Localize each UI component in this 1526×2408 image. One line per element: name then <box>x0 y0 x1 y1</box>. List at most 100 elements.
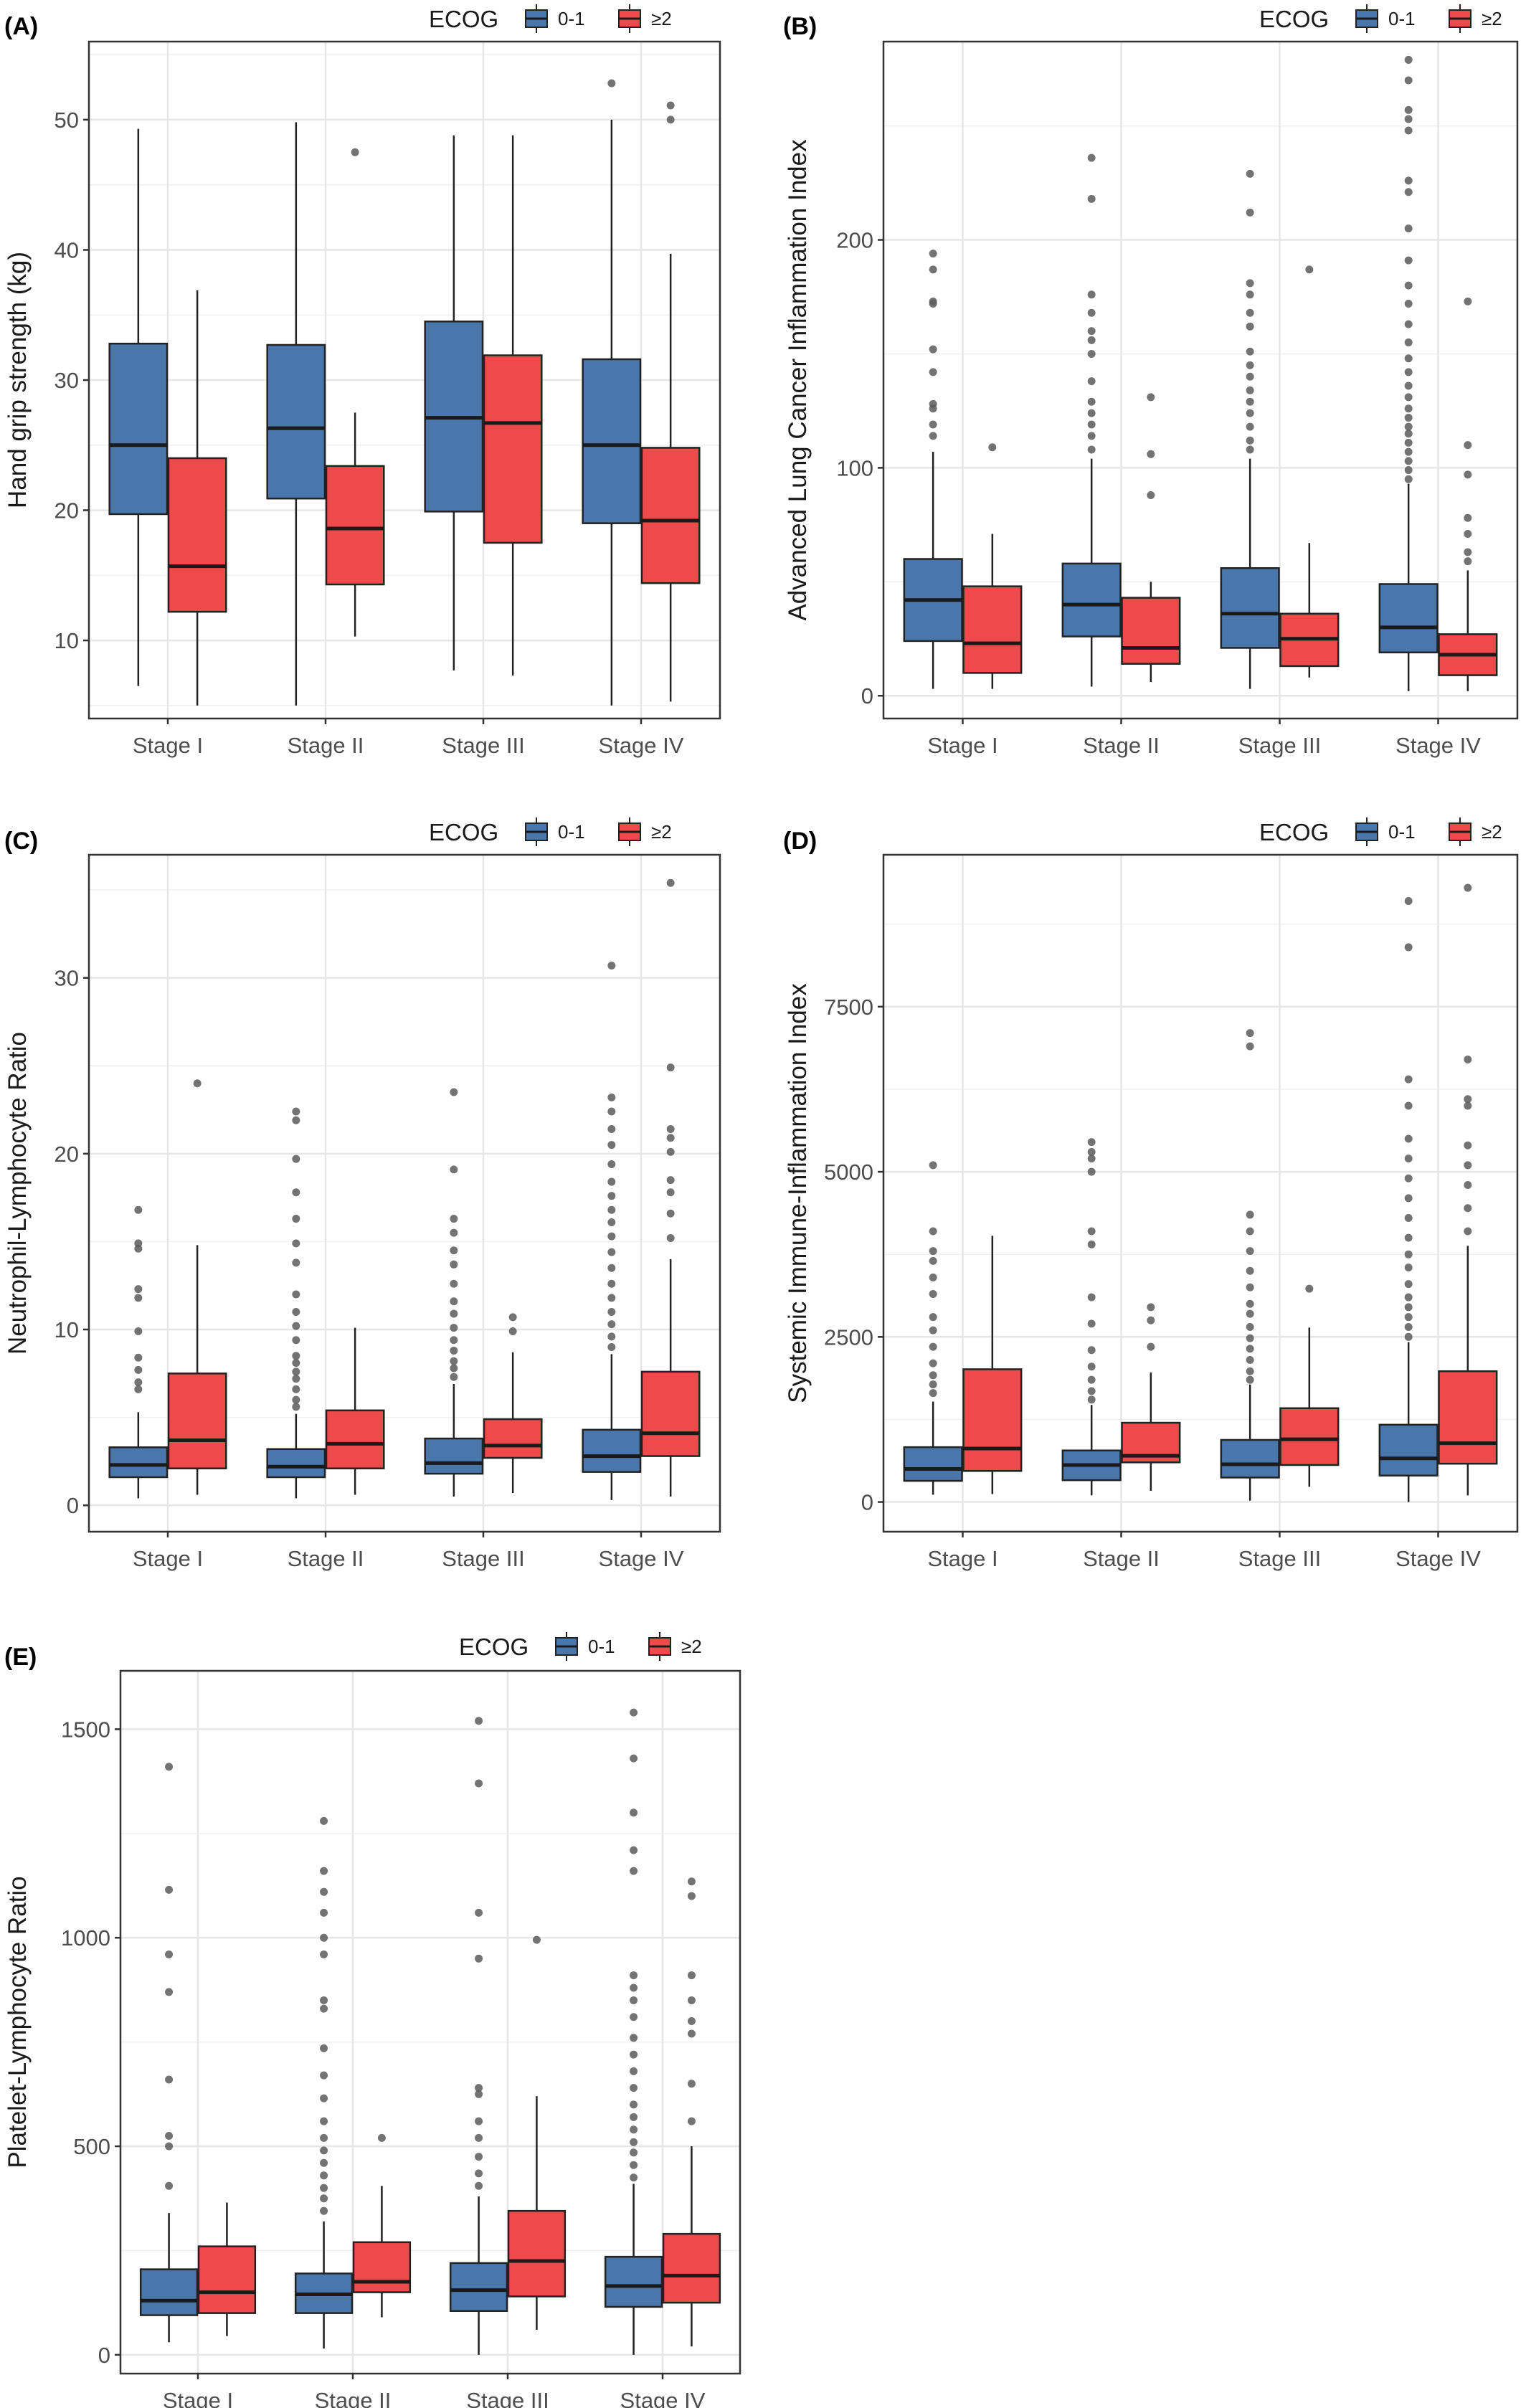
outlier-point <box>1404 393 1413 402</box>
outlier-point <box>1087 432 1096 440</box>
box-ecog-0-1-2 <box>266 122 326 706</box>
iqr-box <box>1279 1407 1340 1466</box>
outlier-point <box>1464 1180 1472 1189</box>
x-tick-label: Stage I <box>163 2388 233 2408</box>
box-ecog-2plus-3 <box>1279 265 1340 678</box>
outlier-point <box>292 1403 300 1411</box>
outlier-point <box>1305 265 1314 274</box>
outlier-point <box>134 1205 143 1214</box>
outlier-point <box>607 1308 616 1317</box>
outlier-point <box>292 1239 300 1248</box>
outlier-point <box>687 2017 696 2026</box>
outlier-point <box>630 2084 638 2092</box>
outlier-point <box>929 1273 937 1281</box>
outlier-point <box>630 2161 638 2169</box>
panel-label: (E) <box>4 1644 37 1671</box>
outlier-point <box>134 1285 143 1294</box>
outlier-point <box>1246 1356 1254 1365</box>
outlier-point <box>1404 1075 1413 1084</box>
outlier-point <box>134 1239 143 1248</box>
outlier-point <box>988 443 997 452</box>
outlier-point <box>450 1260 458 1269</box>
outlier-point <box>1404 1313 1413 1322</box>
outlier-point <box>607 1332 616 1341</box>
outlier-point <box>687 1971 696 1980</box>
outlier-point <box>1087 290 1096 299</box>
legend-key-ecog-2plus: ≥2 <box>618 4 672 33</box>
outlier-point <box>607 1232 616 1241</box>
outlier-point <box>1464 1204 1472 1213</box>
iqr-box <box>167 457 227 613</box>
outlier-point <box>1087 1167 1096 1176</box>
x-tick-label: Stage I <box>927 1546 997 1571</box>
outlier-point <box>1087 153 1096 162</box>
iqr-box <box>424 1437 484 1475</box>
outlier-point <box>1087 1227 1096 1236</box>
legend-label: ≥2 <box>651 8 672 29</box>
outlier-point <box>1404 430 1413 438</box>
outlier-point <box>320 2117 328 2125</box>
outlier-point <box>607 1107 616 1116</box>
iqr-box <box>640 447 701 584</box>
iqr-box <box>1378 1423 1439 1476</box>
outlier-point <box>1246 397 1254 406</box>
iqr-box <box>139 2268 199 2316</box>
panel-label: (C) <box>4 828 38 855</box>
outlier-point <box>1147 491 1155 500</box>
outlier-point <box>475 2084 483 2092</box>
outlier-point <box>1404 1214 1413 1223</box>
outlier-point <box>320 2158 328 2167</box>
outlier-point <box>165 2142 174 2151</box>
outlier-point <box>1246 279 1254 288</box>
box-ecog-0-1-1 <box>108 1205 169 1499</box>
outlier-point <box>1246 169 1254 178</box>
iqr-box <box>962 585 1023 674</box>
outlier-point <box>666 1125 675 1134</box>
outlier-point <box>1246 372 1254 381</box>
outlier-point <box>1404 76 1413 85</box>
legend-key-ecog-0-1: 0-1 <box>525 817 585 846</box>
outlier-point <box>630 2113 638 2121</box>
outlier-point <box>165 1763 174 1771</box>
outlier-point <box>666 101 675 110</box>
legend-label: 0-1 <box>558 821 585 843</box>
outlier-point <box>630 2148 638 2157</box>
box-ecog-0-1-4 <box>582 961 642 1500</box>
outlier-point <box>475 2181 483 2190</box>
outlier-point <box>1404 1134 1413 1143</box>
outlier-point <box>1246 1266 1254 1275</box>
box-ecog-2plus-3 <box>507 1935 567 2330</box>
x-tick-label: Stage IV <box>599 733 684 758</box>
outlier-point <box>377 2133 386 2142</box>
outlier-point <box>607 1218 616 1226</box>
box-ecog-2plus-1 <box>962 443 1023 689</box>
outlier-point <box>292 1188 300 1197</box>
legend: ECOG 0-1 ≥2 <box>1259 4 1502 33</box>
outlier-point <box>1087 308 1096 317</box>
outlier-point <box>1464 513 1472 522</box>
outlier-point <box>687 1892 696 1900</box>
outlier-point <box>292 1395 300 1404</box>
y-tick-label: 10 <box>54 628 79 653</box>
outlier-point <box>929 432 937 440</box>
legend-label: 0-1 <box>558 8 585 29</box>
outlier-point <box>607 961 616 970</box>
x-tick-label: Stage II <box>288 1546 364 1571</box>
outlier-point <box>1404 1101 1413 1110</box>
legend-key-ecog-2plus: ≥2 <box>1449 4 1502 33</box>
plot-frame <box>119 1669 741 2375</box>
outlier-point <box>929 1161 937 1170</box>
outlier-point <box>1404 354 1413 363</box>
outlier-point <box>1404 320 1413 328</box>
x-tick-label: Stage II <box>1083 1546 1160 1571</box>
outlier-point <box>1404 368 1413 376</box>
x-tick-label: Stage II <box>315 2388 392 2408</box>
box-ecog-0-1-4 <box>1378 55 1439 691</box>
outlier-point <box>292 1322 300 1330</box>
box-ecog-2plus-4 <box>1438 297 1498 691</box>
box-ecog-0-1-3 <box>1220 1029 1280 1501</box>
iqr-box <box>1220 1438 1280 1479</box>
outlier-point <box>1404 1155 1413 1163</box>
outlier-point <box>630 2100 638 2109</box>
outlier-point <box>292 1290 300 1299</box>
